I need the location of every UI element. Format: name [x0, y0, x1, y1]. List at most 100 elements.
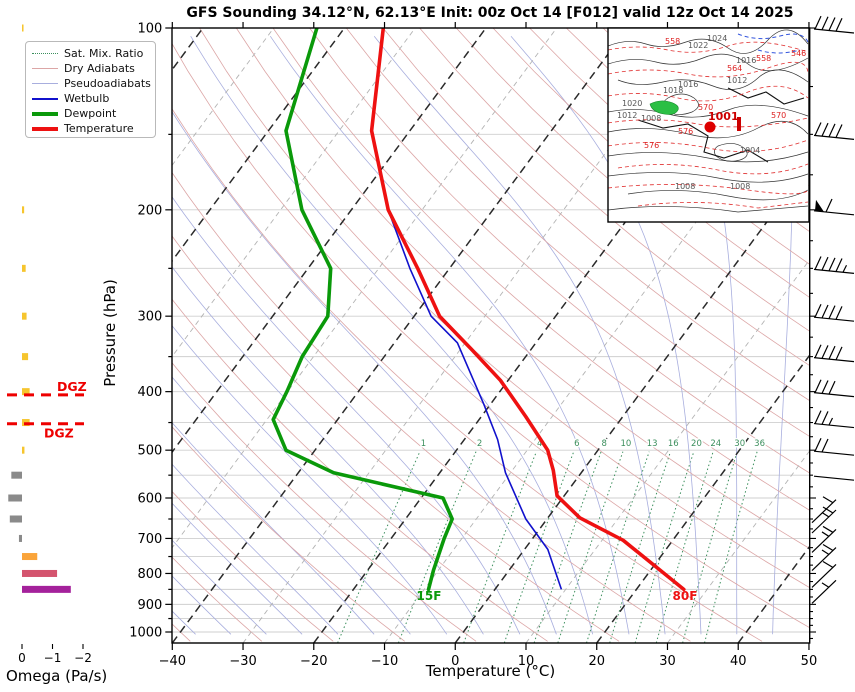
svg-text:4: 4 — [537, 439, 542, 449]
plot-background: 1 2 4 6 8 10 13 16 20 24 30 36 — [172, 28, 810, 643]
svg-text:10: 10 — [621, 439, 632, 449]
dewpoint-line-sample — [32, 111, 58, 116]
omega-bar — [22, 24, 24, 32]
wetbulb-curve — [387, 209, 563, 590]
svg-text:558: 558 — [665, 37, 680, 46]
wind-barb — [811, 506, 837, 534]
svg-text:1022: 1022 — [688, 41, 708, 50]
svg-text:20: 20 — [691, 439, 702, 449]
wind-barbs — [811, 15, 855, 604]
svg-text:1008: 1008 — [730, 182, 750, 191]
surface-labels: 15F 80F — [417, 589, 698, 603]
wind-barb — [813, 379, 855, 398]
svg-text:1: 1 — [421, 439, 426, 449]
pseudoadiabat-line-sample — [32, 83, 58, 84]
dgz-label-upper: DGZ — [57, 379, 87, 394]
x-axis-label: Temperature (°C) — [425, 662, 556, 680]
dgz-label-lower: DGZ — [44, 426, 74, 441]
svg-text:16: 16 — [668, 439, 679, 449]
wind-barb — [813, 15, 855, 34]
omega-bar — [9, 515, 22, 523]
surface-dewpoint-label: 15F — [417, 589, 442, 603]
svg-text:100: 100 — [137, 22, 162, 37]
wind-barb — [813, 122, 855, 140]
svg-text:−10: −10 — [371, 654, 398, 669]
svg-text:50: 50 — [801, 654, 818, 669]
page-title: GFS Sounding 34.12°N, 62.13°E Init: 00z … — [186, 5, 794, 21]
svg-text:564: 564 — [727, 64, 742, 73]
dry-adiabat-line-sample — [32, 68, 58, 69]
wind-barb — [811, 560, 837, 588]
omega-bar — [22, 569, 58, 577]
wind-barb — [813, 256, 855, 274]
svg-text:0: 0 — [451, 654, 459, 669]
svg-text:300: 300 — [137, 310, 162, 325]
svg-text:40: 40 — [730, 654, 747, 669]
svg-text:1016: 1016 — [736, 56, 756, 65]
omega-bar — [8, 494, 22, 502]
omega-bar — [22, 353, 29, 361]
svg-text:1008: 1008 — [675, 182, 695, 191]
wind-barb — [813, 410, 855, 429]
wind-barb — [813, 344, 855, 363]
svg-text:36: 36 — [754, 439, 765, 449]
svg-text:576: 576 — [644, 141, 659, 150]
svg-text:500: 500 — [137, 444, 162, 459]
svg-text:700: 700 — [137, 532, 162, 547]
omega-bar — [22, 312, 27, 320]
sat-mix-ratio-line-sample — [32, 53, 58, 54]
svg-text:900: 900 — [137, 598, 162, 613]
omega-bar — [11, 471, 22, 479]
omega-bar — [22, 446, 25, 454]
omega-bars — [8, 24, 71, 593]
omega-bar — [22, 264, 26, 272]
svg-text:1008: 1008 — [641, 114, 661, 123]
y-axis-label: Pressure (hPa) — [101, 279, 119, 387]
legend-item-pseudoadiabats: Pseudoadiabats — [32, 76, 155, 91]
legend-item-temperature: Temperature — [32, 121, 155, 136]
svg-text:8: 8 — [601, 439, 606, 449]
omega-axis: 0 −1 −2 — [18, 644, 92, 665]
svg-text:1012: 1012 — [727, 76, 747, 85]
wind-barb — [813, 304, 855, 322]
legend-item-dry-adiabats: Dry Adiabats — [32, 61, 155, 76]
map-station-marker — [704, 121, 716, 133]
svg-text:1000: 1000 — [129, 626, 162, 641]
mixing-ratio-lines — [337, 451, 758, 643]
svg-text:2: 2 — [477, 439, 482, 449]
isotherms — [172, 28, 810, 643]
dewpoint-curve — [271, 28, 454, 592]
legend-item-dewpoint: Dewpoint — [32, 106, 155, 121]
wetbulb-line-sample — [32, 97, 58, 100]
pseudoadiabats — [172, 35, 794, 635]
svg-text:0: 0 — [18, 651, 26, 665]
wind-barb — [811, 579, 837, 604]
svg-text:400: 400 — [137, 385, 162, 400]
svg-text:−2: −2 — [74, 651, 92, 665]
dgz-markers: DGZ DGZ — [7, 379, 87, 441]
map-station-pressure: 1001 — [708, 110, 739, 123]
svg-text:1016: 1016 — [678, 80, 698, 89]
wind-barb — [813, 475, 855, 481]
temperature-curve — [369, 28, 686, 592]
wind-barb — [811, 525, 837, 553]
svg-text:−30: −30 — [229, 654, 256, 669]
wind-barb — [811, 496, 837, 524]
svg-text:1024: 1024 — [707, 34, 727, 43]
svg-text:30: 30 — [734, 439, 745, 449]
omega-bar — [22, 388, 30, 396]
svg-text:1020: 1020 — [622, 99, 642, 108]
svg-text:10: 10 — [518, 654, 535, 669]
svg-text:558: 558 — [756, 54, 771, 63]
svg-text:1018: 1018 — [663, 86, 683, 95]
svg-text:1004: 1004 — [740, 146, 760, 155]
temperature-line-sample — [32, 126, 58, 131]
svg-text:600: 600 — [137, 492, 162, 507]
axes: −40 −30 −20 −10 0 10 20 30 40 5010020030040050060… — [129, 22, 817, 670]
wind-barb — [811, 544, 837, 571]
omega-bar — [22, 585, 71, 593]
omega-bar — [22, 206, 25, 214]
